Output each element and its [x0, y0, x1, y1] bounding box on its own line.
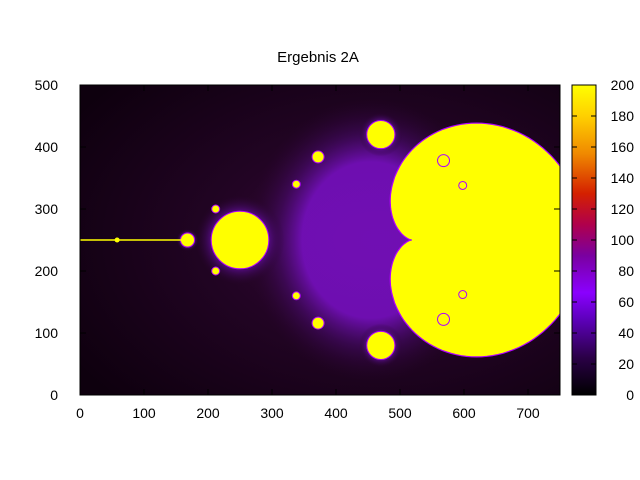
colorbar-tick-label: 160	[611, 139, 635, 155]
satellite-bulb	[458, 180, 468, 190]
y-tick-label: 300	[35, 201, 59, 217]
satellite-bulb	[291, 291, 301, 301]
period-bulb	[210, 210, 270, 270]
colorbar-tick-label: 20	[618, 356, 634, 372]
colorbar-tick-label: 140	[611, 170, 635, 186]
minibrot-dot	[114, 237, 120, 243]
period-bulb	[366, 120, 396, 150]
satellite-bulb	[211, 204, 221, 214]
y-tick-label: 500	[35, 77, 59, 93]
colorbar-axis: 0 20 40 60 80 100 120 140 160 180 200	[572, 77, 634, 403]
chart-title: Ergebnis 2A	[277, 49, 359, 66]
colorbar-tick-label: 100	[611, 232, 635, 248]
plot-frame	[79, 84, 561, 396]
satellite-bulb	[311, 316, 325, 330]
x-tick-label: 400	[324, 405, 348, 421]
colorbar-tick-label: 0	[626, 387, 634, 403]
satellite-bulb	[211, 266, 221, 276]
period-bulb	[179, 232, 196, 248]
satellite-bulb	[311, 150, 325, 164]
x-tick-label: 100	[132, 405, 156, 421]
colorbar-tick-label: 40	[618, 325, 634, 341]
colorbar-tick-label: 180	[611, 108, 635, 124]
y-tick-label: 0	[50, 387, 58, 403]
mandelbrot-set	[80, 98, 560, 382]
x-tick-label: 0	[76, 405, 84, 421]
main-cardioid	[389, 122, 560, 358]
y-tick-label: 400	[35, 139, 59, 155]
x-tick-label: 300	[260, 405, 284, 421]
satellite-bulb	[458, 290, 468, 300]
y-tick-label: 200	[35, 263, 59, 279]
colorbar-tick-label: 200	[611, 77, 635, 93]
x-tick-label: 700	[516, 405, 540, 421]
colorbar-tick-label: 80	[618, 263, 634, 279]
x-tick-label: 600	[452, 405, 476, 421]
x-tick-label: 200	[196, 405, 220, 421]
satellite-bulb	[437, 154, 451, 168]
colorbar-tick-label: 60	[618, 294, 634, 310]
y-axis: 0 100 200 300 400 500	[35, 77, 560, 403]
period-bulb	[366, 330, 396, 360]
satellite-bulb	[291, 179, 301, 189]
x-tick-label: 500	[388, 405, 412, 421]
x-axis: 0 100 200 300 400 500 600 700	[76, 85, 540, 421]
colorbar-tick-label: 120	[611, 201, 635, 217]
y-tick-label: 100	[35, 325, 59, 341]
plot-area	[80, 85, 560, 395]
satellite-bulb	[437, 312, 451, 326]
